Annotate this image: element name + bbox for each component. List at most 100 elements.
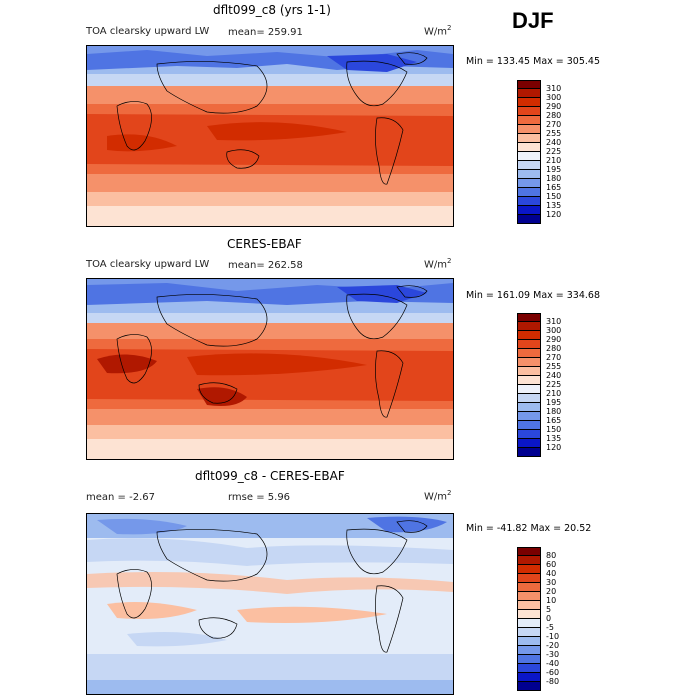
colorbar-swatch — [517, 98, 541, 107]
colorbar-tick-label: 210 — [546, 156, 562, 165]
panel-title: CERES-EBAF — [227, 237, 302, 251]
colorbar-tick-label: 195 — [546, 165, 562, 174]
colorbar-tick-label: 150 — [546, 425, 562, 434]
colorbar-swatch — [517, 439, 541, 448]
colorbar-swatch — [517, 80, 541, 89]
colorbar-swatch — [517, 331, 541, 340]
colorbar-swatch — [517, 646, 541, 655]
colorbar-swatch — [517, 673, 541, 682]
colorbar-tick-label: -80 — [546, 677, 560, 686]
colorbar-tick-label: 135 — [546, 434, 562, 443]
colorbar-tick-label: 20 — [546, 587, 557, 596]
colorbar-swatch — [517, 619, 541, 628]
colorbar-tick-label: -30 — [546, 650, 560, 659]
colorbar-swatch — [517, 547, 541, 556]
colorbar-tick-label: 310 — [546, 317, 562, 326]
colorbar-swatch — [517, 215, 541, 224]
colorbar-tick-label: 300 — [546, 326, 562, 335]
colorbar-swatch — [517, 592, 541, 601]
colorbar-tick-label: 300 — [546, 93, 562, 102]
colorbar-tick-label: 180 — [546, 407, 562, 416]
colorbar-tick-label: 255 — [546, 129, 562, 138]
colorbar-tick-label: 255 — [546, 362, 562, 371]
colorbar-swatch — [517, 421, 541, 430]
colorbar-swatch — [517, 412, 541, 421]
colorbar-swatch — [517, 628, 541, 637]
colorbar-tick-label: 270 — [546, 353, 562, 362]
season-label: DJF — [512, 8, 554, 33]
units-label: W/m2 — [424, 257, 452, 271]
colorbar-swatch — [517, 188, 541, 197]
colorbar-swatch — [517, 610, 541, 619]
colorbar-tick-label: 10 — [546, 596, 557, 605]
colorbar-swatch — [517, 349, 541, 358]
colorbar-swatch — [517, 376, 541, 385]
colorbar-tick-label: -20 — [546, 641, 560, 650]
colorbar-tick-label: 290 — [546, 102, 562, 111]
colorbar-swatch — [517, 583, 541, 592]
colorbar-swatch — [517, 313, 541, 322]
colorbar-tick-label: 5 — [546, 605, 552, 614]
colorbar-swatch — [517, 637, 541, 646]
colorbar-tick-label: 80 — [546, 551, 557, 560]
colorbar-swatch — [517, 197, 541, 206]
colorbar-swatch — [517, 152, 541, 161]
colorbar-swatch — [517, 107, 541, 116]
colorbar-tick-label: 150 — [546, 192, 562, 201]
colorbar-swatch — [517, 655, 541, 664]
colorbar-tick-label: 165 — [546, 416, 562, 425]
mean-stat: mean= 262.58 — [228, 260, 303, 271]
colorbar-swatch — [517, 601, 541, 610]
colorbar-tick-label: 240 — [546, 138, 562, 147]
colorbar — [517, 80, 541, 224]
colorbar-tick-label: -40 — [546, 659, 560, 668]
mean-stat: mean= 259.91 — [228, 27, 303, 38]
units-label: W/m2 — [424, 24, 452, 38]
colorbar-tick-label: 225 — [546, 380, 562, 389]
colorbar-swatch — [517, 161, 541, 170]
colorbar-tick-label: -60 — [546, 668, 560, 677]
colorbar-swatch — [517, 89, 541, 98]
colorbar-swatch — [517, 170, 541, 179]
colorbar-tick-label: 40 — [546, 569, 557, 578]
colorbar-swatch — [517, 116, 541, 125]
colorbar-swatch — [517, 565, 541, 574]
colorbar-tick-label: -5 — [546, 623, 554, 632]
units-label: W/m2 — [424, 489, 452, 503]
colorbar-tick-label: 120 — [546, 210, 562, 219]
colorbar-swatch — [517, 682, 541, 691]
colorbar-tick-label: 240 — [546, 371, 562, 380]
colorbar-swatch — [517, 448, 541, 457]
colorbar-swatch — [517, 340, 541, 349]
colorbar-tick-label: 310 — [546, 84, 562, 93]
minmax-label: Min = -41.82 Max = 20.52 — [466, 523, 592, 534]
colorbar-swatch — [517, 322, 541, 331]
colorbar-swatch — [517, 206, 541, 215]
colorbar-tick-label: 60 — [546, 560, 557, 569]
colorbar-swatch — [517, 385, 541, 394]
colorbar-swatch — [517, 367, 541, 376]
colorbar-swatch — [517, 394, 541, 403]
field-label: TOA clearsky upward LW — [86, 26, 210, 37]
colorbar-swatch — [517, 125, 541, 134]
colorbar-tick-label: 195 — [546, 398, 562, 407]
colorbar-tick-label: 0 — [546, 614, 552, 623]
colorbar-tick-label: 135 — [546, 201, 562, 210]
colorbar-swatch — [517, 574, 541, 583]
panel-title: dflt099_c8 (yrs 1-1) — [213, 3, 331, 17]
minmax-label: Min = 161.09 Max = 334.68 — [466, 290, 600, 301]
colorbar-tick-label: 280 — [546, 111, 562, 120]
colorbar-tick-label: 290 — [546, 335, 562, 344]
colorbar-tick-label: 30 — [546, 578, 557, 587]
colorbar-swatch — [517, 556, 541, 565]
colorbar-swatch — [517, 179, 541, 188]
colorbar-tick-label: 180 — [546, 174, 562, 183]
panel-title: dflt099_c8 - CERES-EBAF — [195, 469, 345, 483]
colorbar-tick-label: -10 — [546, 632, 560, 641]
colorbar-tick-label: 165 — [546, 183, 562, 192]
rmse-stat: rmse = 5.96 — [228, 492, 291, 503]
minmax-label: Min = 133.45 Max = 305.45 — [466, 56, 600, 67]
colorbar-tick-label: 225 — [546, 147, 562, 156]
colorbar-swatch — [517, 134, 541, 143]
map-model — [86, 45, 454, 227]
